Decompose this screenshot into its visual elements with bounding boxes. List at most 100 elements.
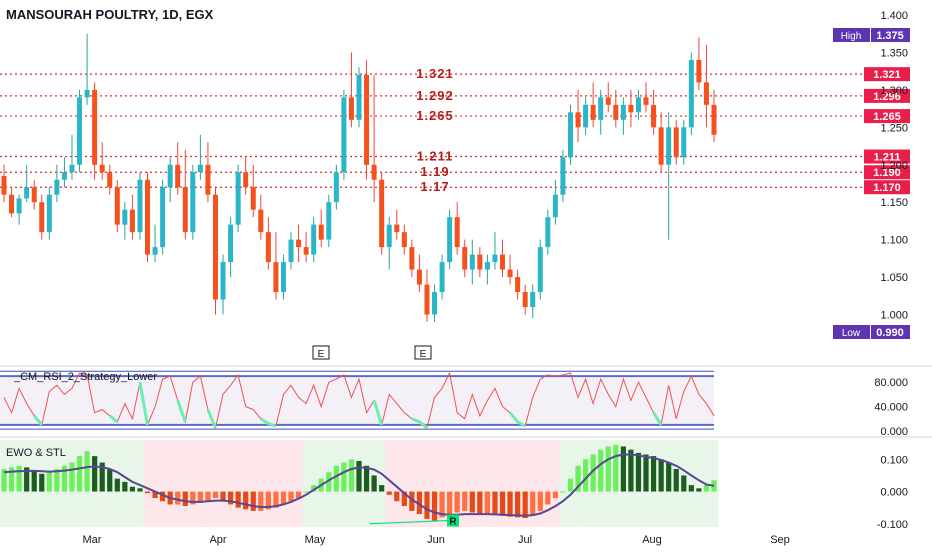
- ewo-bar: [613, 444, 619, 492]
- ewo-bar: [703, 485, 710, 492]
- ewo-bar: [243, 491, 249, 510]
- extreme-value: 1.375: [876, 30, 904, 42]
- extreme-label: High: [841, 31, 862, 42]
- rsi-oversold-segment: [418, 420, 428, 430]
- ewo-bar: [152, 491, 158, 498]
- ewo-bar: [371, 475, 377, 492]
- ewo-bar: [212, 491, 219, 498]
- candle-body: [416, 269, 422, 285]
- rsi-oversold-segment: [176, 399, 187, 423]
- rsi-oversold-segment: [206, 409, 217, 429]
- ewo-background: [702, 440, 711, 527]
- candle-body: [356, 74, 362, 120]
- ewo-background: [513, 440, 522, 527]
- ewo-bar: [137, 488, 143, 492]
- earnings-marker-label: E: [420, 349, 427, 360]
- ewo-title: EWO & STL: [6, 447, 66, 459]
- candle-body: [212, 194, 218, 300]
- y-tick-label: 1.000: [880, 310, 908, 322]
- rsi-y-tick: 80.000: [874, 377, 908, 389]
- ewo-background: [166, 440, 175, 527]
- candle-body: [220, 262, 226, 300]
- candle-body: [447, 217, 453, 263]
- candle-body: [92, 89, 98, 165]
- y-tick-label: 1.150: [880, 197, 908, 209]
- candle-body: [658, 127, 664, 165]
- ewo-bar: [31, 470, 37, 492]
- level-axis-value: 1.170: [873, 182, 901, 194]
- ewo-y-tick: 0.000: [880, 487, 908, 499]
- ewo-background: [498, 440, 507, 527]
- ewo-bar: [711, 480, 717, 492]
- ewo-bar: [545, 491, 551, 505]
- ewo-background: [196, 440, 205, 527]
- ewo-bar: [84, 451, 90, 492]
- candle-body: [439, 262, 445, 293]
- x-tick-label: Apr: [209, 534, 226, 546]
- ewo-bar: [205, 491, 211, 502]
- level-axis-tag: [864, 67, 910, 82]
- ewo-bar: [439, 491, 445, 518]
- rsi-oversold-segment: [108, 414, 119, 424]
- ewo-bar: [650, 456, 657, 492]
- ewo-bar: [46, 472, 52, 492]
- level-label: 1.321: [416, 66, 454, 81]
- candle-body: [77, 97, 83, 165]
- ewo-background: [476, 440, 485, 527]
- candle-body: [152, 247, 158, 255]
- ewo-bar: [582, 459, 589, 492]
- ewo-bar: [333, 465, 339, 492]
- earnings-marker: [414, 345, 432, 360]
- level-axis-tag: [864, 109, 910, 124]
- ewo-bar: [688, 485, 694, 492]
- level-axis-tag: [864, 88, 910, 103]
- ewo-bar: [605, 446, 611, 492]
- rsi-y-tick: 0.000: [880, 426, 908, 438]
- ewo-background: [211, 440, 220, 527]
- level-label: 1.17: [420, 179, 449, 194]
- candle-body: [492, 254, 498, 263]
- candle-body: [469, 254, 475, 270]
- ewo-bar: [416, 491, 423, 515]
- candle-body: [484, 262, 490, 270]
- ewo-bar: [311, 485, 317, 492]
- rsi-y-tick: 40.000: [874, 402, 908, 414]
- candle-body: [567, 112, 573, 158]
- stl-line-shade: [3, 454, 715, 517]
- ewo-background: [234, 440, 243, 527]
- ewo-background: [468, 440, 477, 527]
- rsi-line: [3, 371, 715, 430]
- candle-body: [24, 187, 30, 199]
- ewo-background: [136, 440, 145, 527]
- candle-body: [696, 59, 702, 83]
- ewo-bar: [280, 491, 287, 505]
- candle-body: [394, 224, 400, 233]
- candle-body: [530, 292, 536, 308]
- ewo-bar: [122, 481, 128, 492]
- ewo-bar: [175, 491, 181, 505]
- candle-body: [16, 198, 22, 214]
- ewo-background: [257, 440, 266, 527]
- ewo-bar: [220, 491, 226, 502]
- chart-title: MANSOURAH POULTRY, 1D, EGX: [6, 7, 214, 22]
- rsi-oversold-segment: [138, 381, 149, 426]
- ewo-bar: [666, 462, 672, 492]
- rsi-title: _CM_RSI_2_Strategy_Lower: [13, 371, 157, 383]
- ewo-bar: [673, 469, 679, 492]
- ewo-bar: [424, 491, 430, 519]
- candle-body: [318, 224, 324, 240]
- candle-body: [703, 82, 709, 105]
- ewo-bar: [258, 491, 264, 511]
- candle-body: [39, 202, 45, 233]
- candle-body: [288, 239, 294, 263]
- ewo-bar: [560, 491, 566, 493]
- candle-body: [167, 164, 173, 188]
- candle-body: [628, 104, 634, 113]
- ewo-bar: [530, 491, 536, 516]
- candle-body: [575, 112, 581, 128]
- ewo-bar: [54, 469, 60, 492]
- ewo-bar: [628, 449, 634, 492]
- ewo-bar: [303, 491, 309, 493]
- ewo-background: [528, 440, 537, 527]
